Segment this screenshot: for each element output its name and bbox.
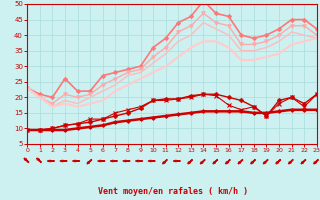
Text: Vent moyen/en rafales ( km/h ): Vent moyen/en rafales ( km/h ) (98, 187, 248, 196)
